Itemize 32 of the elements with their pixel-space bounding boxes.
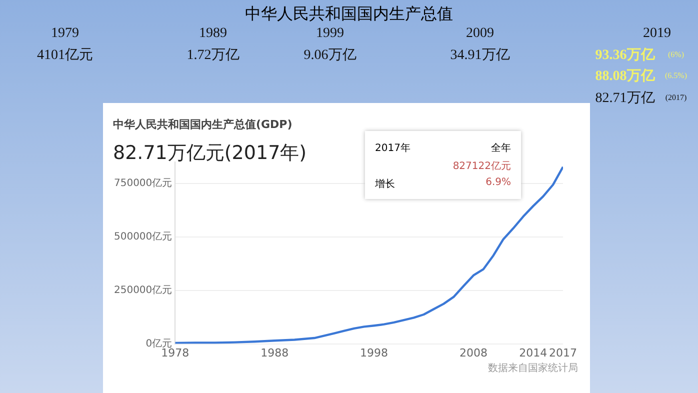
text: 1979	[51, 26, 79, 42]
text: 1.72万亿	[186, 47, 240, 64]
annotation: 增长	[375, 178, 395, 191]
text: 9.06万亿	[304, 47, 356, 64]
text: (2017)	[665, 93, 687, 102]
x-tick-label: 2008	[460, 346, 488, 360]
text: 1999	[316, 26, 344, 42]
y-tick-label: 500000亿元	[114, 231, 172, 242]
annotation: 6.9%	[486, 177, 511, 188]
x-tick-label: 2014	[519, 346, 548, 360]
text: 88.08万亿	[595, 68, 655, 85]
text: (6%)	[668, 50, 684, 59]
text: 2019	[643, 26, 671, 42]
text: 4101亿元	[37, 47, 93, 64]
annotation: 82.71万亿元(2017年)	[113, 141, 307, 166]
y-tick-label: 250000亿元	[114, 284, 172, 296]
text: 2017年	[375, 142, 410, 155]
x-tick-label: 1988	[260, 346, 289, 360]
text: 全年	[491, 142, 511, 155]
text: 34.91万亿	[450, 47, 510, 64]
text: 数据来自国家统计局	[488, 362, 578, 375]
x-tick-label: 2017	[549, 346, 577, 360]
text: 82.71万亿	[595, 90, 655, 107]
text: 1989	[199, 26, 227, 42]
text: 2009	[466, 26, 494, 42]
chart-title: 中华人民共和国国内生产总值	[244, 4, 454, 25]
text: (6.5%)	[665, 71, 687, 80]
chart-subtitle: 中华人民共和国国内生产总值(GDP)	[113, 117, 292, 132]
text: 93.36万亿	[595, 46, 655, 64]
x-tick-label: 1998	[360, 346, 388, 360]
annotation: 827122亿元	[452, 160, 511, 173]
y-tick-label: 750000亿元	[114, 178, 172, 189]
